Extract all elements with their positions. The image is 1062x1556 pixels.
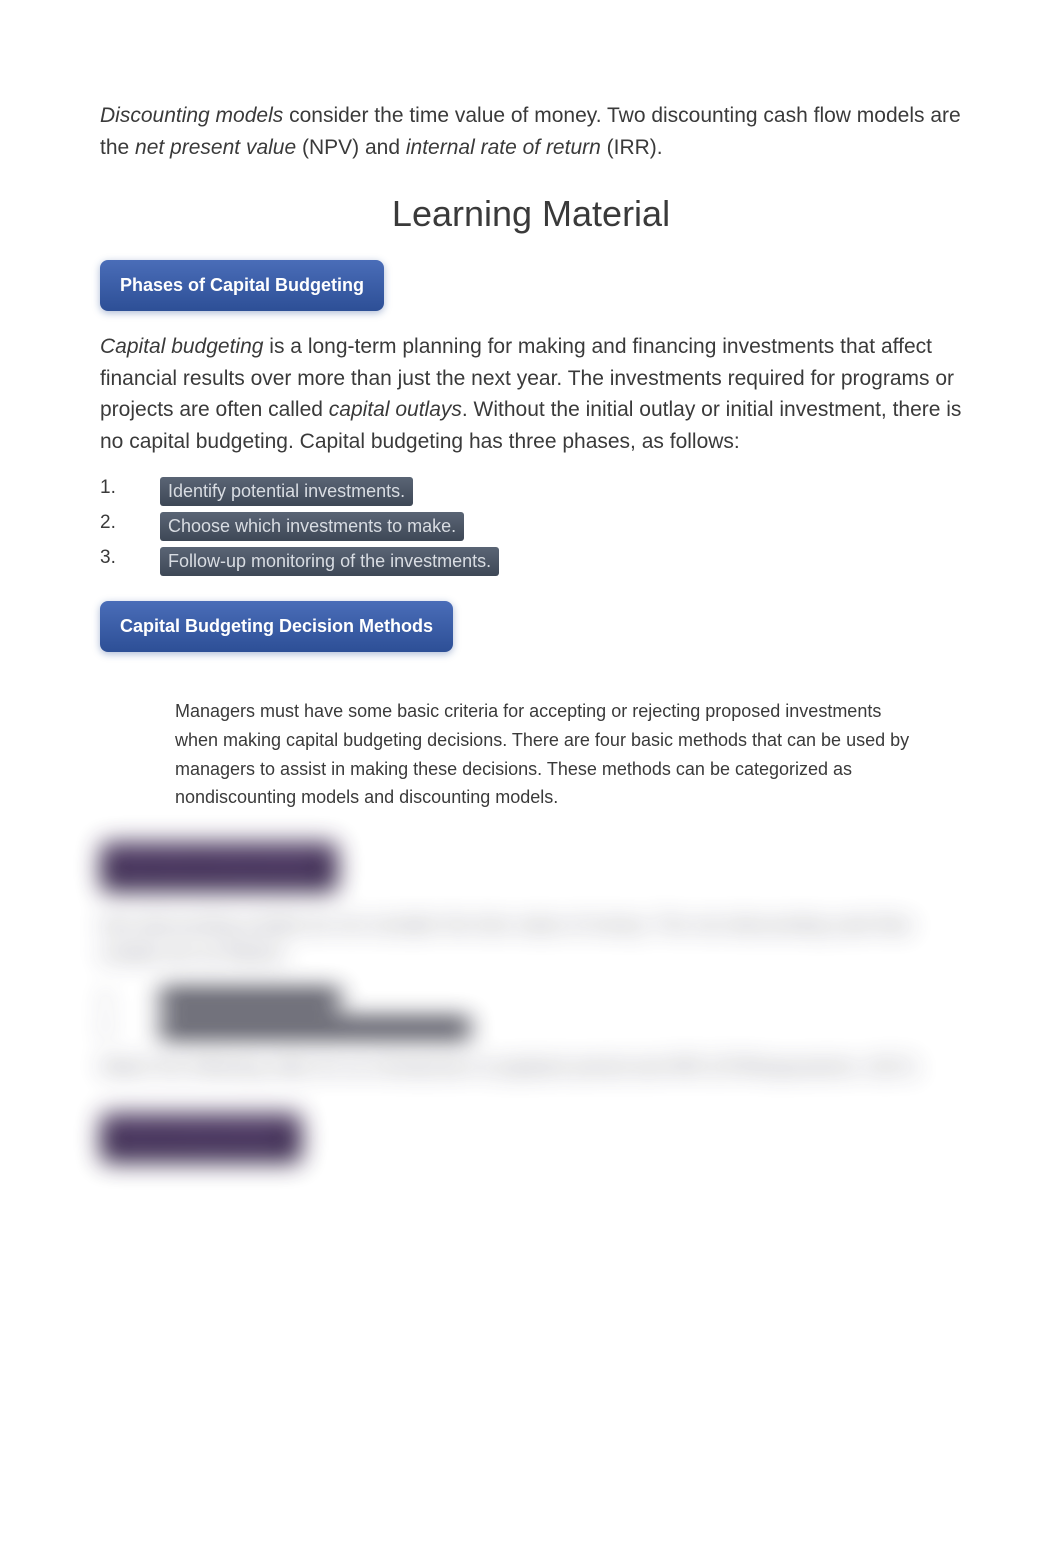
blurred-header-2: Discounting Models — [100, 1113, 302, 1163]
phases-italic-1: Capital budgeting — [100, 335, 263, 358]
list-text-3: Follow-up monitoring of the investments. — [160, 547, 499, 576]
page-title: Learning Material — [100, 193, 962, 235]
phases-body: Capital budgeting is a long-term plannin… — [100, 331, 962, 457]
phases-italic-2: capital outlays — [329, 398, 462, 421]
list-item: 1. Identify potential investments. — [100, 477, 962, 506]
intro-paragraph: Discounting models consider the time val… — [100, 100, 962, 163]
blurred-body-2: Watch the following video for an introdu… — [100, 1054, 962, 1083]
list-text-1: Identify potential investments. — [160, 477, 413, 506]
list-number-1: 1. — [100, 477, 160, 499]
intro-text-3: (IRR). — [601, 136, 663, 159]
section-header-methods: Capital Budgeting Decision Methods — [100, 601, 453, 652]
list-item: 3. Follow-up monitoring of the investmen… — [100, 547, 962, 576]
blurred-header-1: Non-discounting Models — [100, 842, 338, 892]
list-text-2: Choose which investments to make. — [160, 512, 464, 541]
blurred-num-2: 2. — [100, 1018, 160, 1039]
blurred-list-item: 1. — [100, 989, 962, 1010]
blurred-bar-2 — [160, 1018, 470, 1038]
blurred-body-1: Non-discounting models do not consider t… — [100, 912, 962, 969]
blurred-content: Non-discounting Models Non-discounting m… — [100, 842, 962, 1183]
blurred-list-item: 2. — [100, 1018, 962, 1039]
section-header-phases: Phases of Capital Budgeting — [100, 260, 384, 311]
intro-italic-2: net present value — [135, 136, 296, 159]
list-number-3: 3. — [100, 547, 160, 569]
blurred-bar-1 — [160, 989, 340, 1009]
list-number-2: 2. — [100, 512, 160, 534]
list-item: 2. Choose which investments to make. — [100, 512, 962, 541]
intro-italic-3: internal rate of return — [406, 136, 601, 159]
blurred-num-1: 1. — [100, 989, 160, 1010]
intro-italic-1: Discounting models — [100, 104, 283, 127]
methods-body: Managers must have some basic criteria f… — [175, 697, 962, 812]
phases-list: 1. Identify potential investments. 2. Ch… — [100, 477, 962, 576]
intro-text-2: (NPV) and — [296, 136, 406, 159]
